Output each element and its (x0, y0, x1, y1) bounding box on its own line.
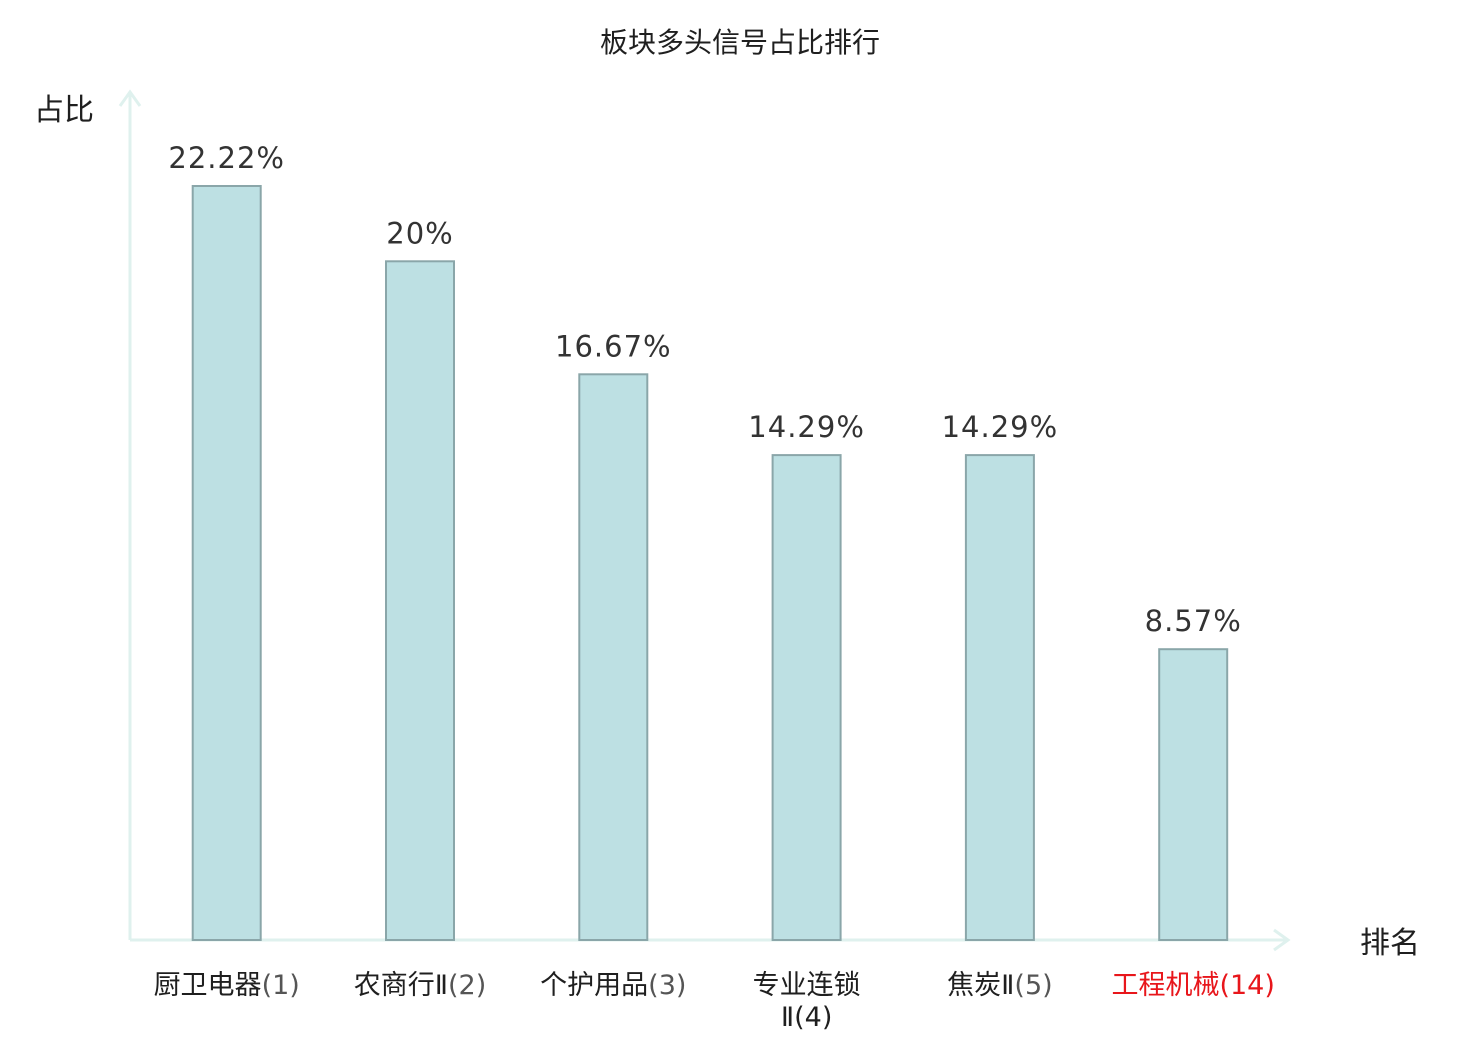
tick-category-name: 个护用品 (540, 970, 648, 1001)
tick-category-name: 焦炭Ⅱ (947, 970, 1014, 1001)
bars-group (191, 185, 1229, 941)
value-labels-group: 22.22% 20% 16.67% 14.29% 14.29% 8.57% (168, 141, 1242, 638)
value-label-1: 22.22% (168, 141, 285, 175)
tick-rank: (3) (648, 970, 686, 1001)
x-tick-label-4: 专业连锁 (753, 970, 861, 1001)
tick-rank: (14) (1219, 970, 1274, 1001)
x-tick-label-3: 个护用品(3) (540, 970, 686, 1001)
x-tick-label-4-line2: Ⅱ(4) (781, 1002, 833, 1033)
bar-1 (191, 185, 262, 941)
y-axis-arrow (118, 89, 142, 107)
tick-category-name: 厨卫电器 (154, 970, 262, 1001)
value-label-5: 14.29% (942, 410, 1059, 444)
y-axis-label: 占比 (34, 93, 94, 128)
value-label-6: 8.57% (1145, 604, 1242, 638)
value-label-4: 14.29% (748, 410, 865, 444)
axes (118, 89, 1291, 952)
x-tick-label-5: 焦炭Ⅱ(5) (947, 970, 1053, 1001)
x-tick-label-6: 工程机械(14) (1111, 970, 1274, 1001)
chart-title: 板块多头信号占比排行 (600, 26, 880, 59)
bar-5 (964, 454, 1035, 941)
tick-category-name: 工程机械 (1111, 970, 1219, 1001)
tick-category-name: 专业连锁 (753, 970, 861, 1001)
tick-category-name: 农商行Ⅱ (354, 970, 448, 1001)
bar-6 (1158, 648, 1229, 941)
x-axis-arrow (1273, 928, 1291, 952)
bar-4 (771, 454, 842, 941)
x-tick-label-2: 农商行Ⅱ(2) (354, 970, 487, 1001)
value-label-2: 20% (386, 216, 453, 250)
x-tick-label-1: 厨卫电器(1) (154, 970, 300, 1001)
bar-2 (385, 260, 455, 941)
bar-3 (578, 373, 649, 941)
x-axis-label: 排名 (1360, 926, 1420, 961)
value-label-3: 16.67% (555, 329, 672, 363)
tick-rank: (1) (262, 970, 300, 1001)
tick-rank: (2) (448, 970, 486, 1001)
tick-rank: (5) (1014, 970, 1052, 1001)
